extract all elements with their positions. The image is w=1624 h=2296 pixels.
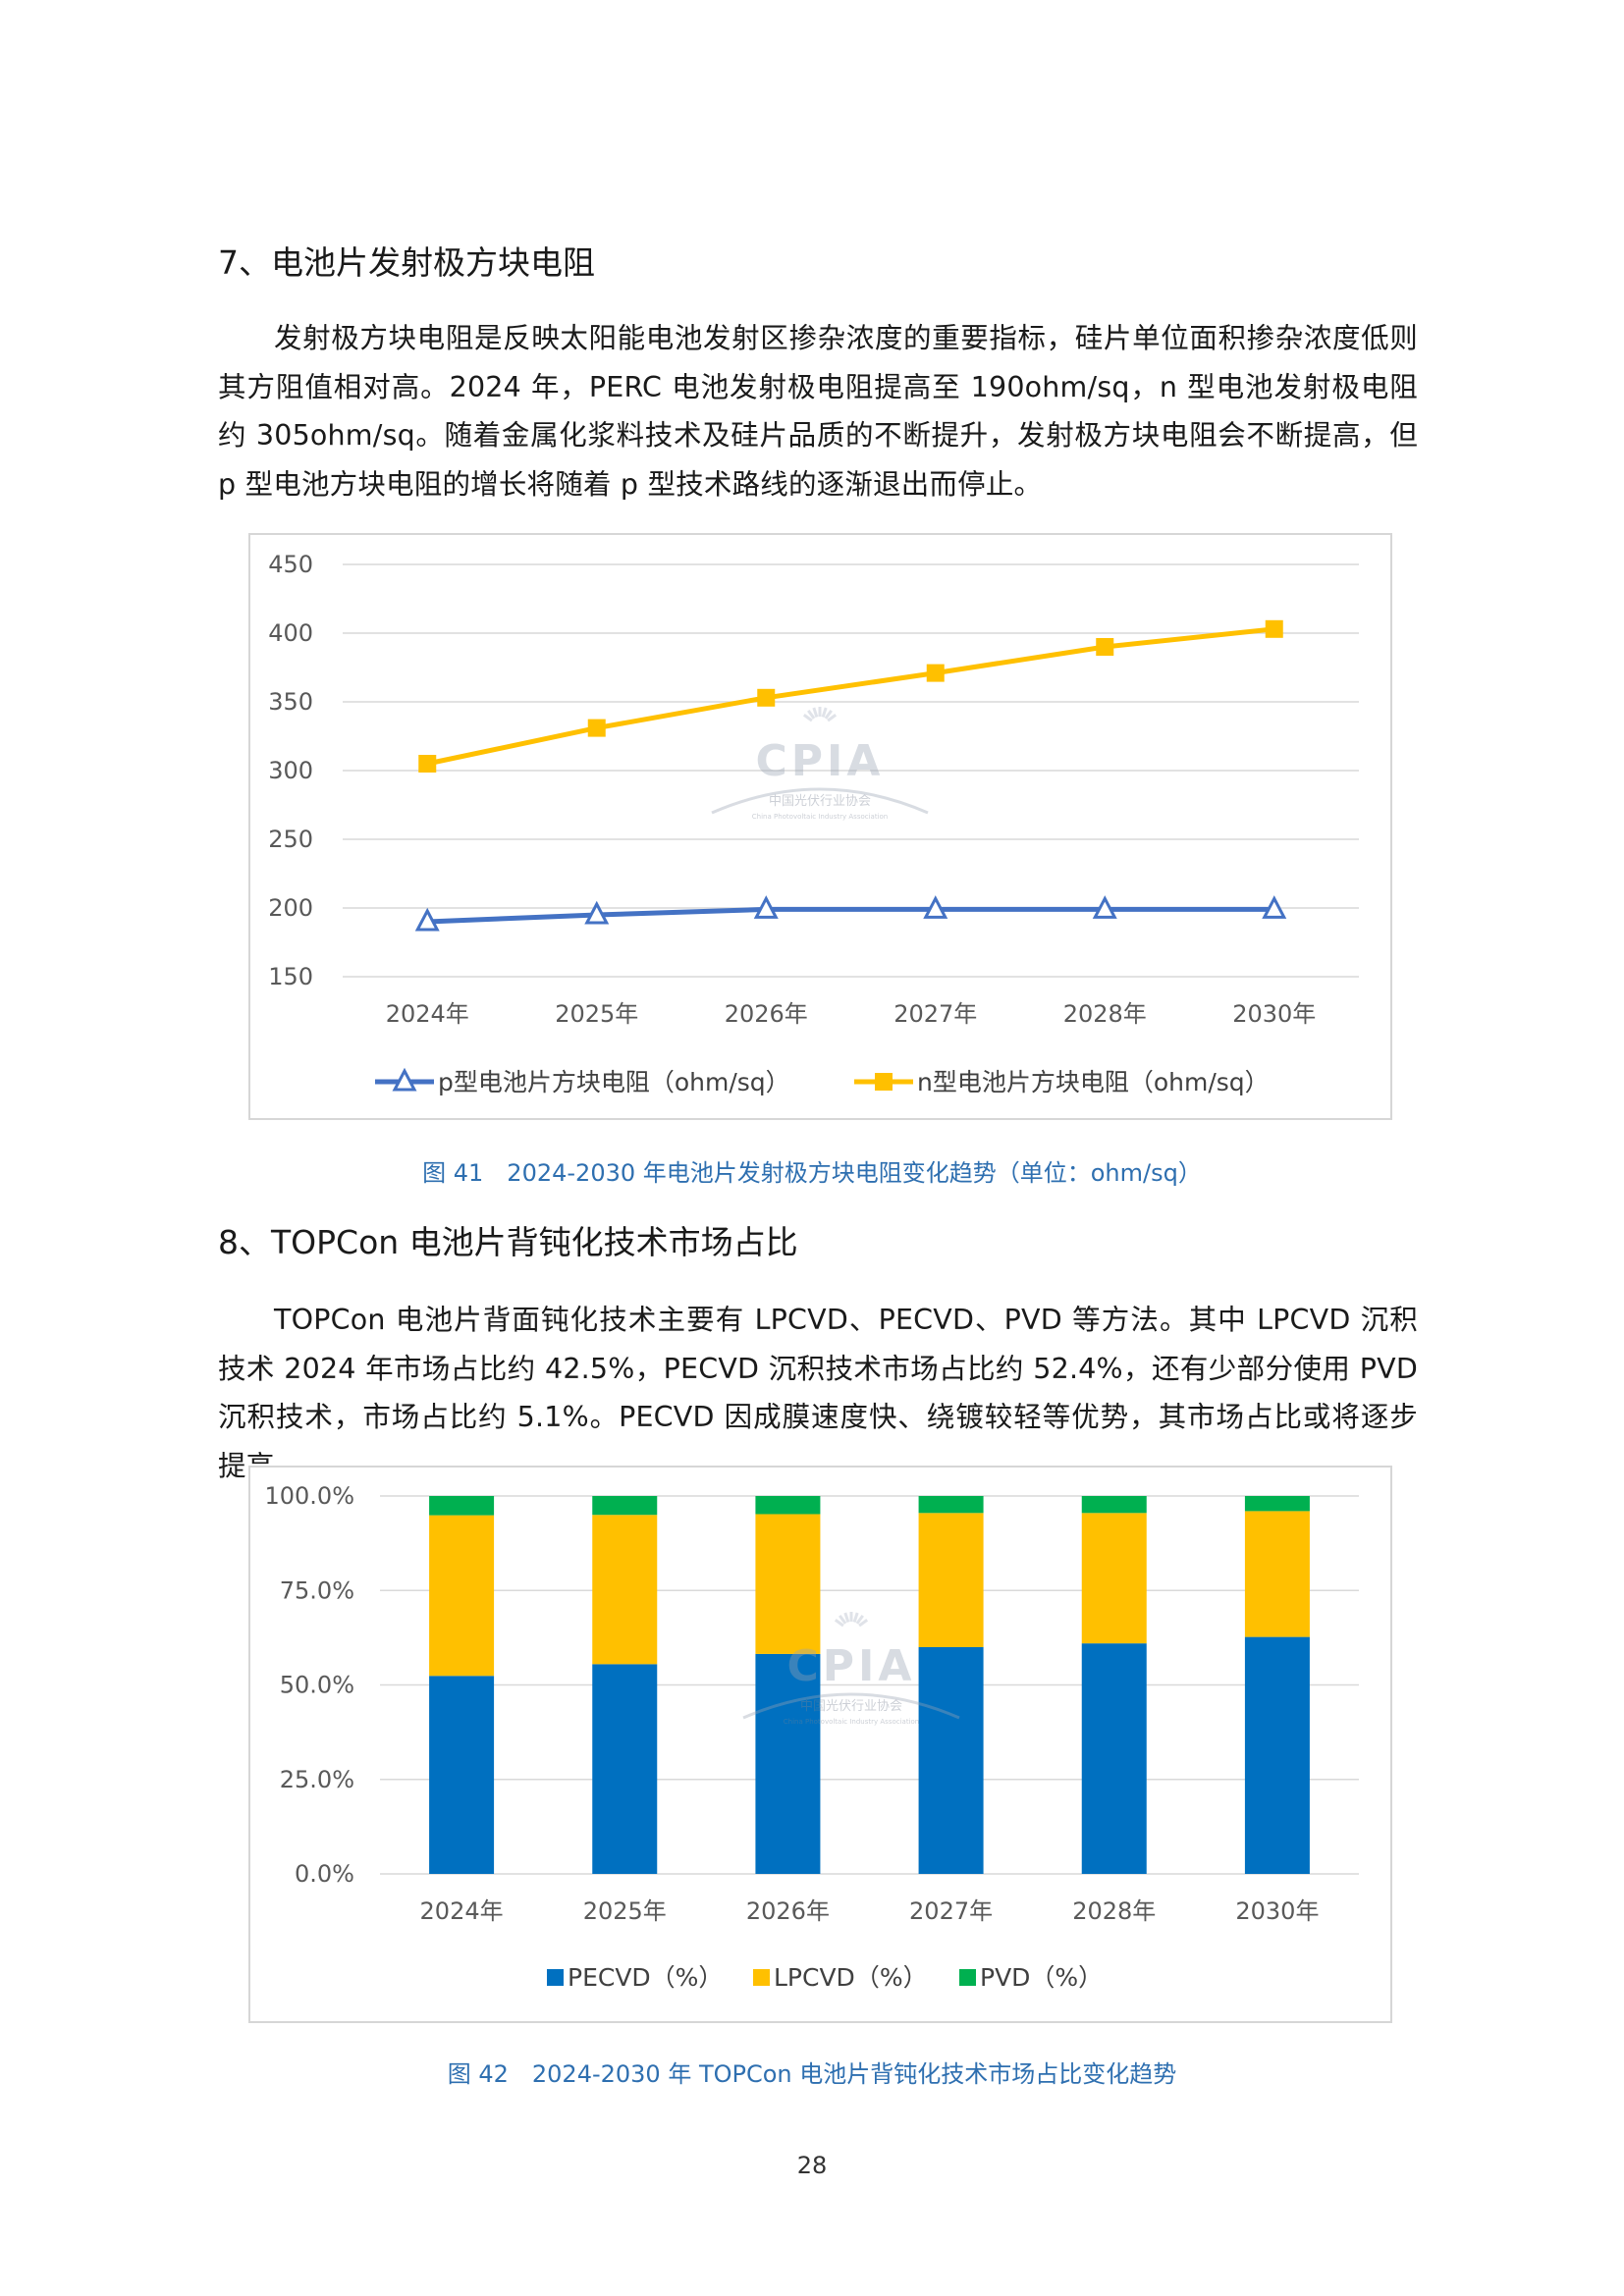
legend-marker	[392, 1067, 417, 1092]
bar-segment	[918, 1496, 984, 1514]
x-tick-label: 2028年	[1072, 1897, 1156, 1925]
y-tick-label: 200	[268, 894, 313, 922]
x-tick-label: 2027年	[893, 1000, 977, 1028]
x-tick-label: 2027年	[909, 1897, 993, 1925]
line-chart: 450 400 350 300 250 200 150 2024年 2025年 2026年 2027…	[248, 533, 1392, 1120]
legend-label: PVD（%）	[980, 1963, 1103, 1992]
watermark-sun-ray	[843, 1612, 850, 1623]
x-tick-label: 2025年	[583, 1897, 667, 1925]
data-point	[414, 907, 440, 932]
body-paragraph: TOPCon 电池片背面钝化技术主要有 LPCVD、PECVD、PVD 等方法。…	[218, 1304, 1418, 1482]
watermark-name-en: China Photovoltaic Industry Association	[752, 813, 889, 821]
bar-segment	[1244, 1511, 1310, 1637]
section-heading: 8、TOPCon 电池片背钝化技术市场占比	[218, 1223, 798, 1261]
data-point	[926, 664, 945, 682]
y-tick-label: 250	[268, 826, 313, 853]
figure-caption: 图 41 2024-2030 年电池片发射极方块电阻变化趋势（单位：ohm/sq…	[422, 1159, 1202, 1187]
y-tick-label: 300	[268, 757, 313, 784]
bar-segment	[755, 1496, 821, 1515]
bar-segment	[918, 1647, 984, 1874]
watermark-logo: CPIA 中国光伏行业协会 China Photovoltaic Industry …	[711, 707, 929, 821]
bar-segment	[1081, 1513, 1147, 1644]
bar-segment	[1244, 1636, 1310, 1874]
page-number: 28	[796, 2152, 828, 2179]
bar-segment	[592, 1664, 658, 1874]
data-point	[1265, 619, 1283, 638]
data-point	[757, 688, 776, 707]
bar-segment	[755, 1653, 821, 1874]
legend-label: PECVD（%）	[568, 1963, 723, 1992]
legend-swatch	[959, 1969, 976, 1986]
bar-segment	[755, 1514, 821, 1654]
bar-segment	[592, 1515, 658, 1665]
section-heading: 7、电池片发射极方块电阻	[218, 243, 595, 282]
y-tick-label: 25.0%	[280, 1766, 354, 1793]
x-tick-label: 2026年	[746, 1897, 830, 1925]
data-point	[584, 900, 610, 925]
x-tick-label: 2028年	[1063, 1000, 1147, 1028]
watermark-sun-ray	[812, 707, 819, 718]
legend-label: p型电池片方块电阻（ohm/sq）	[438, 1068, 790, 1096]
watermark-sun-ray	[839, 1614, 847, 1625]
legend-marker	[875, 1073, 893, 1091]
data-point	[418, 755, 437, 773]
watermark-sun-ray	[821, 707, 828, 718]
x-tick-label: 2030年	[1232, 1000, 1316, 1028]
data-point	[923, 895, 948, 919]
watermark-sun-ray	[834, 1619, 844, 1628]
bar-segment	[1081, 1496, 1147, 1514]
data-point	[1096, 638, 1114, 656]
y-tick-label: 350	[268, 688, 313, 716]
x-tick-label: 2030年	[1235, 1897, 1319, 1925]
watermark-sun-ray	[802, 714, 813, 722]
x-tick-label: 2024年	[386, 1000, 469, 1028]
watermark-sun-ray	[827, 714, 838, 722]
watermark-arc	[711, 787, 929, 815]
stacked-bar-chart-svg: 100.0% 75.0% 50.0% 25.0% 0.0% 2024年 2025年 2026年…	[264, 1482, 1359, 1992]
watermark-name-cn: 中国光伏行业协会	[800, 1699, 902, 1714]
legend-swatch	[547, 1969, 564, 1986]
y-tick-label: 150	[268, 963, 313, 990]
data-point	[1262, 895, 1287, 919]
watermark-logo-text: CPIA	[787, 1641, 916, 1691]
bar-segment	[592, 1496, 658, 1516]
legend-label: n型电池片方块电阻（ohm/sq）	[917, 1068, 1270, 1096]
bar-segment	[1244, 1496, 1310, 1512]
y-tick-label: 100.0%	[264, 1482, 354, 1510]
bar-segment	[429, 1676, 495, 1874]
bar-segment	[429, 1515, 495, 1677]
data-point	[1092, 895, 1117, 919]
figure-caption: 图 42 2024-2030 年 TOPCon 电池片背钝化技术市场占比变化趋势	[447, 2060, 1177, 2088]
y-tick-label: 50.0%	[280, 1672, 354, 1699]
legend-swatch	[753, 1969, 770, 1986]
y-tick-label: 450	[268, 551, 313, 578]
watermark-name-cn: 中国光伏行业协会	[769, 794, 871, 809]
series-line	[427, 906, 1274, 925]
body-paragraph: 发射极方块电阻是反映太阳能电池发射区掺杂浓度的重要指标，硅片单位面积掺杂浓度低则…	[218, 322, 1418, 501]
watermark-logo: CPIA 中国光伏行业协会 China Photovoltaic Industry …	[742, 1612, 960, 1726]
series-line	[426, 626, 1275, 767]
x-tick-label: 2024年	[420, 1897, 504, 1925]
data-point	[587, 719, 606, 737]
x-tick-label: 2025年	[555, 1000, 638, 1028]
watermark-arc	[742, 1692, 960, 1720]
stacked-bar-chart: 100.0% 75.0% 50.0% 25.0% 0.0% 2024年 2025年 2026年…	[248, 1466, 1392, 2023]
line-chart-svg: 450 400 350 300 250 200 150 2024年 2025年 2026年 2027…	[268, 551, 1359, 1096]
y-tick-label: 0.0%	[295, 1860, 354, 1888]
legend-label: LPCVD（%）	[774, 1963, 928, 1992]
watermark-sun-ray	[858, 1619, 869, 1628]
y-tick-label: 75.0%	[280, 1576, 354, 1604]
data-point	[753, 895, 779, 919]
bar-segment	[1081, 1643, 1147, 1874]
bar-segment	[918, 1513, 984, 1647]
watermark-sun-ray	[852, 1612, 859, 1623]
bar-segment	[429, 1496, 495, 1516]
watermark-sun-ray	[824, 709, 833, 720]
y-tick-label: 400	[268, 619, 313, 647]
watermark-sun-ray	[855, 1614, 864, 1625]
watermark-sun-ray	[807, 709, 816, 720]
x-tick-label: 2026年	[725, 1000, 808, 1028]
watermark-logo-text: CPIA	[756, 736, 885, 786]
watermark-name-en: China Photovoltaic Industry Association	[784, 1718, 920, 1726]
